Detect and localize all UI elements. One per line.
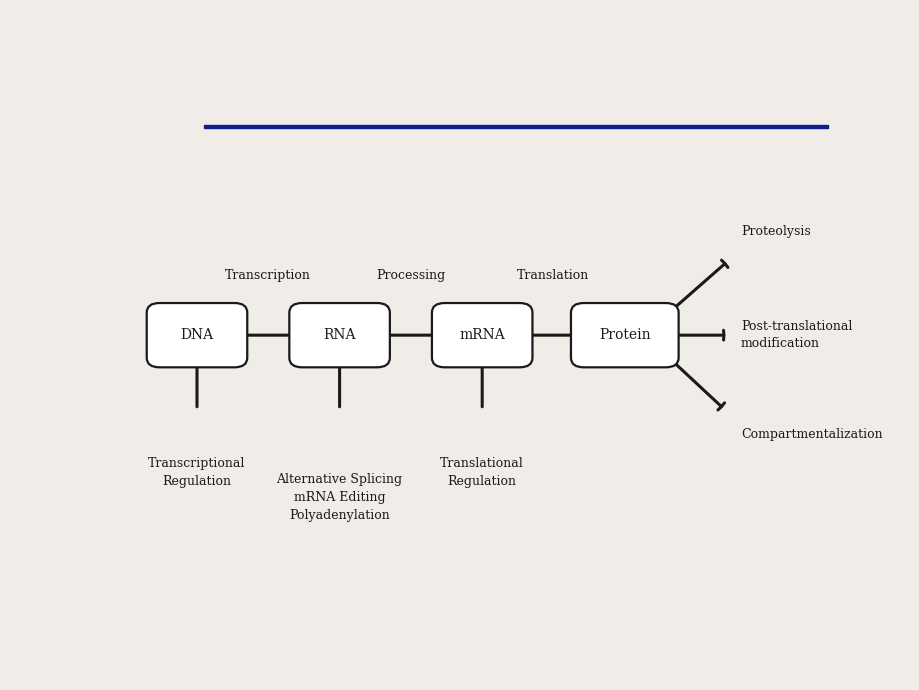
- FancyBboxPatch shape: [289, 303, 390, 367]
- Text: Alternative Splicing
mRNA Editing
Polyadenylation: Alternative Splicing mRNA Editing Polyad…: [277, 473, 403, 522]
- Text: RNA: RNA: [323, 328, 356, 342]
- Text: Proteolysis: Proteolysis: [740, 225, 810, 238]
- Text: Protein: Protein: [598, 328, 650, 342]
- Bar: [204, 125, 827, 128]
- Text: Translational
Regulation: Translational Regulation: [440, 457, 524, 489]
- Text: Compartmentalization: Compartmentalization: [740, 428, 881, 441]
- FancyBboxPatch shape: [431, 303, 532, 367]
- Text: Transcriptional
Regulation: Transcriptional Regulation: [148, 457, 245, 489]
- FancyBboxPatch shape: [146, 303, 247, 367]
- Text: Translation: Translation: [516, 268, 589, 282]
- Text: Processing: Processing: [376, 268, 445, 282]
- Text: mRNA: mRNA: [459, 328, 505, 342]
- Text: DNA: DNA: [180, 328, 213, 342]
- Text: Post-translational
modification: Post-translational modification: [740, 320, 852, 350]
- Text: Transcription: Transcription: [225, 268, 311, 282]
- FancyBboxPatch shape: [571, 303, 678, 367]
